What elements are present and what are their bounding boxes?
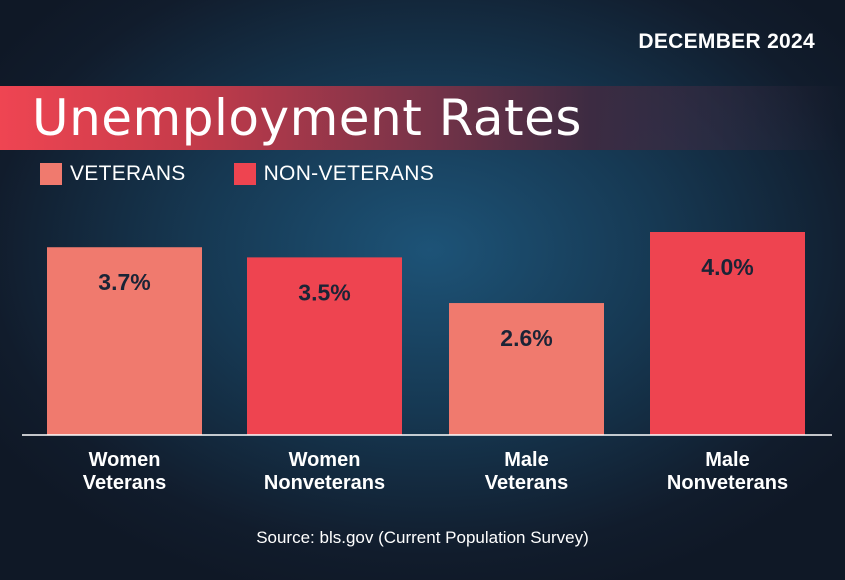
legend: VETERANS NON-VETERANS — [40, 162, 482, 186]
category-label-0-line-1: Veterans — [83, 472, 166, 494]
legend-item-veterans: VETERANS — [40, 162, 186, 186]
category-label-1-line-1: Nonveterans — [264, 472, 385, 494]
bar-value-label-2: 2.6% — [500, 325, 552, 351]
legend-item-non-veterans: NON-VETERANS — [233, 162, 435, 186]
category-label-0-line-0: Women — [89, 449, 161, 471]
bar-value-label-3: 4.0% — [701, 254, 753, 280]
bar-2 — [449, 303, 604, 435]
legend-label-veterans: VETERANS — [70, 162, 186, 185]
category-label-1-line-0: Women — [289, 449, 361, 471]
source-note: Source: bls.gov (Current Population Surv… — [256, 528, 589, 547]
category-label-2-line-1: Veterans — [485, 472, 568, 494]
bar-value-label-1: 3.5% — [298, 279, 350, 305]
bar-3 — [650, 232, 805, 435]
legend-swatch-non-veterans — [233, 163, 256, 185]
bar-0 — [47, 247, 202, 435]
category-label-2-line-0: Male — [504, 449, 548, 471]
title-band — [0, 86, 845, 150]
date-label: DECEMBER 2024 — [638, 30, 815, 53]
bar-1 — [247, 257, 402, 435]
category-label-3-line-0: Male — [705, 449, 749, 471]
legend-label-non-veterans: NON-VETERANS — [263, 162, 435, 185]
chart-title: Unemployment Rates — [32, 89, 582, 147]
category-label-3-line-1: Nonveterans — [667, 472, 788, 494]
bar-value-label-0: 3.7% — [98, 269, 150, 295]
legend-swatch-veterans — [40, 163, 62, 185]
